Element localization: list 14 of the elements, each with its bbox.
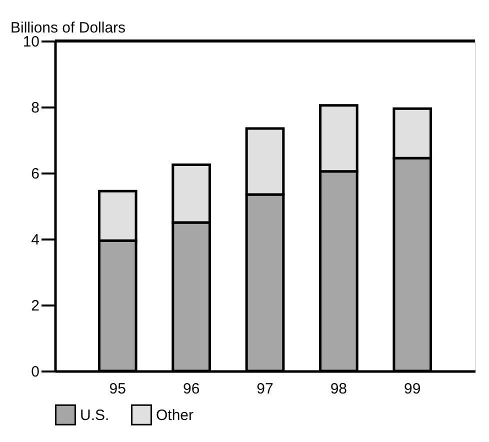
x-tick-label: 96 (182, 380, 200, 398)
y-tick-label: 0 (31, 364, 40, 380)
legend-label: U.S. (80, 406, 110, 424)
x-tick-label: 98 (330, 380, 348, 398)
x-tick-label: 95 (109, 380, 126, 398)
y-tick-label: 10 (22, 34, 40, 50)
x-tick-label: 97 (256, 380, 274, 398)
y-tick-label: 6 (31, 166, 40, 182)
y-tick-label: 8 (31, 100, 40, 116)
y-tick-label: 2 (31, 298, 40, 314)
y-axis-title: Billions of Dollars (10, 20, 126, 36)
y-tick-label: 4 (31, 232, 40, 248)
legend-label: Other (156, 406, 194, 424)
x-tick-label: 99 (404, 380, 421, 398)
